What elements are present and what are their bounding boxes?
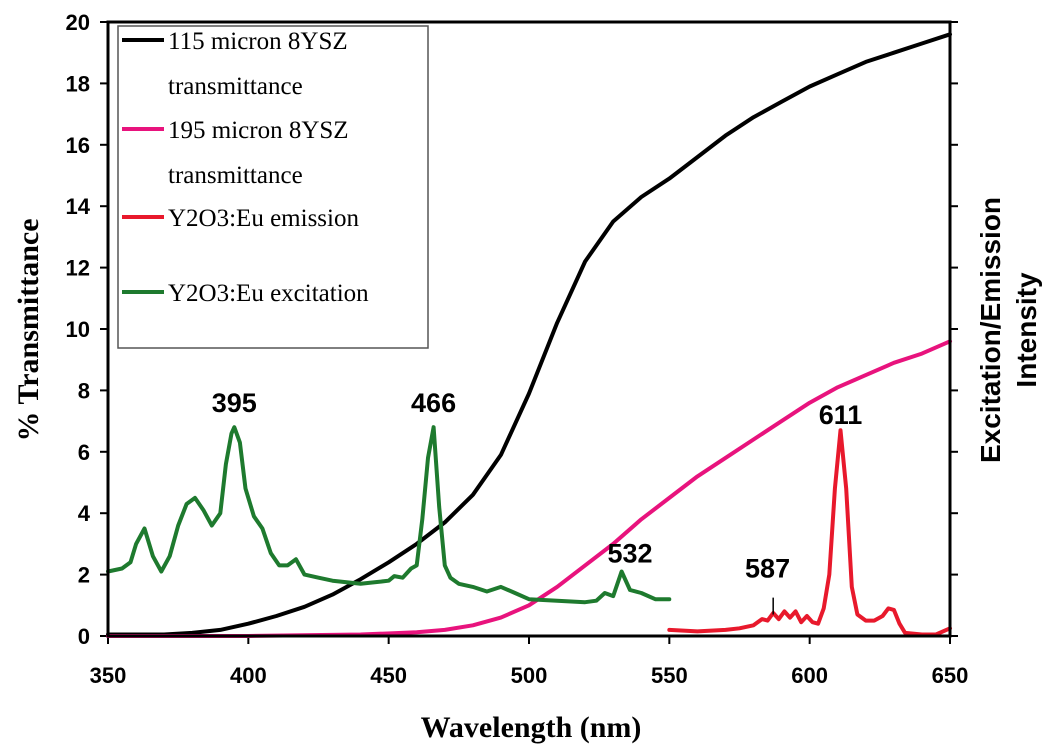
legend-label: Y2O3:Eu excitation <box>168 280 369 307</box>
peak-label-611: 611 <box>819 400 863 430</box>
legend-label: Y2O3:Eu emission <box>168 205 359 232</box>
y-tick-label: 12 <box>66 256 90 281</box>
peak-annotations: 395 466 532 587 611 <box>212 388 863 615</box>
y-tick-label: 2 <box>78 563 90 588</box>
x-tick-label: 550 <box>651 663 688 688</box>
series-195-micron-transmittance-line <box>106 339 952 638</box>
legend-box <box>117 25 429 349</box>
peak-label-532: 532 <box>608 538 653 568</box>
y-tick-label: 10 <box>66 317 90 342</box>
peak-label-466: 466 <box>411 388 456 418</box>
x-tick-label: 600 <box>791 663 828 688</box>
series-excitation-line <box>106 425 672 605</box>
y-tick-label: 16 <box>66 133 90 158</box>
y-tick-label: 14 <box>66 194 91 219</box>
legend-label: 115 micron 8YSZ <box>168 28 348 55</box>
y-tick-label: 8 <box>78 378 90 403</box>
plot-area-frame <box>106 20 952 638</box>
legend-label: transmittance <box>168 73 303 100</box>
right-axis-title-line-2: Intensity <box>1011 272 1042 388</box>
legend-label: transmittance <box>168 162 303 189</box>
y-axis-title: % Transmittance <box>12 218 45 441</box>
right-axis-title-line-1: Excitation/Emission <box>975 197 1006 463</box>
peak-label-587: 587 <box>745 554 790 584</box>
x-tick-label: 400 <box>230 663 267 688</box>
y-tick-label: 20 <box>66 10 90 35</box>
x-tick-label: 500 <box>511 663 548 688</box>
y-tick-label: 18 <box>66 71 90 96</box>
x-tick-label: 350 <box>90 663 127 688</box>
legend: 115 micron 8YSZ transmittance 195 micron 8… <box>117 25 429 349</box>
y-tick-label: 0 <box>78 624 90 649</box>
x-tick-label: 450 <box>370 663 407 688</box>
peak-label-395: 395 <box>212 388 257 418</box>
x-tick-label: 650 <box>932 663 969 688</box>
series-115-micron-transmittance-line <box>106 32 952 637</box>
x-axis-tick-labels: 350 400 450 500 550 600 650 <box>90 663 969 688</box>
y-tick-label: 4 <box>78 501 91 526</box>
data-lines <box>106 32 952 638</box>
x-axis-title: Wavelength (nm) <box>421 711 642 744</box>
series-emission-line <box>667 428 952 637</box>
y-tick-label: 6 <box>78 440 90 465</box>
legend-label: 195 micron 8YSZ <box>168 117 349 144</box>
y-axis-tick-labels: 0 2 4 6 8 10 12 14 16 18 20 <box>66 10 91 649</box>
